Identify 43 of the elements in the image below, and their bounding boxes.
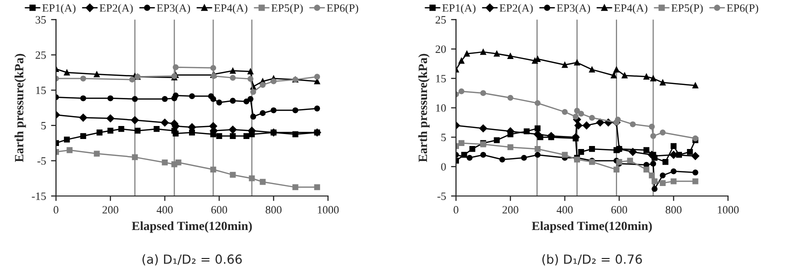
y-tick-label: 20 [436, 45, 446, 53]
text: (a) D₁/D₂ = 0.66 [142, 254, 242, 266]
legend-label: EP3(A) [156, 4, 190, 14]
y-tick-label: 35 [36, 16, 46, 24]
x-tick-label: 800 [266, 206, 282, 214]
legend-label: EP1(A) [442, 4, 476, 14]
x-axis-title: Elapsed Time(120min) [532, 221, 652, 233]
legend-label: EP3(A) [556, 4, 590, 14]
y-tick-label: 25 [436, 16, 446, 24]
y-tick-label: 0 [441, 163, 446, 171]
x-tick-label: 0 [54, 206, 58, 214]
legend-label: EP5(P) [271, 4, 303, 14]
y-tick-label: 15 [436, 74, 446, 82]
legend-label: EP1(A) [42, 4, 76, 14]
y-axis-title: Earth pressure(kPa) [14, 54, 26, 162]
y-tick-label: -5 [437, 192, 446, 200]
legend-label: EP6(P) [326, 4, 358, 14]
y-tick-label: 10 [436, 104, 446, 112]
legend-label: EP4(A) [614, 4, 648, 14]
y-tick-label: 25 [36, 51, 46, 59]
y-tick-label: 5 [41, 122, 46, 130]
legend-label: EP6(P) [726, 4, 758, 14]
x-tick-label: 800 [666, 206, 682, 214]
x-tick-label: 600 [211, 206, 228, 214]
legend-label: EP5(P) [671, 4, 703, 14]
x-axis-title: Elapsed Time(120min) [132, 221, 252, 233]
y-tick-label: -15 [32, 192, 46, 200]
y-tick-label: -5 [37, 157, 46, 165]
y-axis-title: Earth pressure(kPa) [418, 54, 430, 162]
legend-label: EP4(A) [214, 4, 248, 14]
x-tick-label: 1000 [718, 206, 739, 214]
x-tick-label: 400 [556, 206, 573, 214]
legend-label: EP2(A) [100, 4, 133, 14]
text: (b) D₁/D₂ = 0.76 [542, 254, 642, 266]
x-tick-label: 1000 [318, 206, 339, 214]
legend-label: EP2(A) [500, 4, 533, 14]
x-tick-label: 600 [611, 206, 628, 214]
y-tick-label: 5 [441, 134, 446, 142]
x-tick-label: 400 [156, 206, 173, 214]
x-tick-label: 200 [502, 206, 518, 214]
x-tick-label: 0 [454, 206, 458, 214]
x-tick-label: 200 [102, 206, 118, 214]
y-tick-label: 15 [36, 86, 46, 94]
